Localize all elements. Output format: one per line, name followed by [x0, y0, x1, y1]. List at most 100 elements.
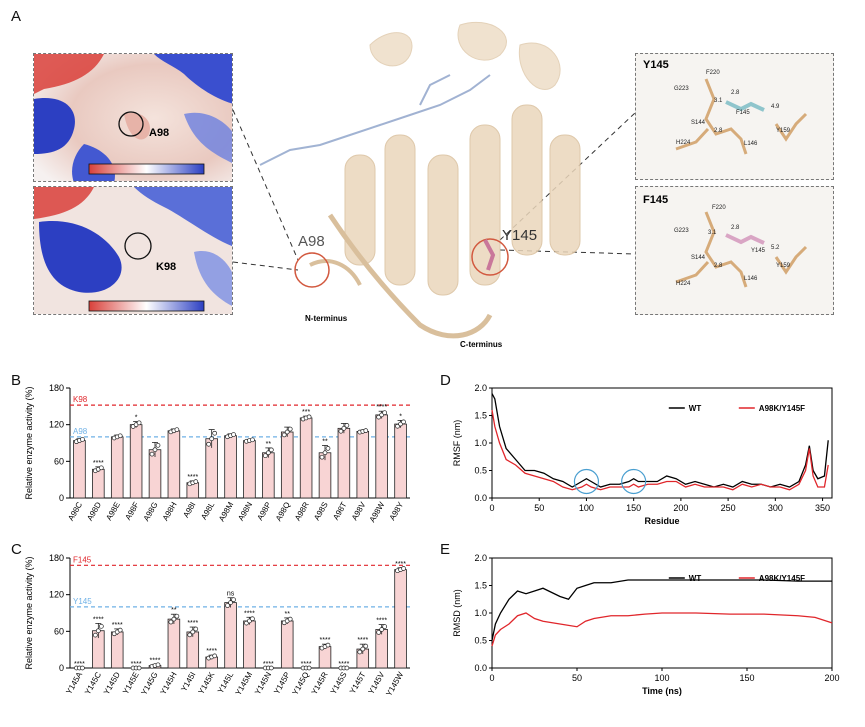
data-point [344, 665, 350, 671]
bar [299, 417, 313, 499]
data-point [401, 419, 406, 425]
significance-label: **** [150, 657, 161, 664]
x-tick-label: 100 [654, 673, 669, 683]
bar [92, 468, 105, 499]
x-tick-label: A98P [255, 501, 273, 522]
data-point [322, 450, 328, 456]
bar [129, 424, 143, 499]
panel-letter-e: E [440, 541, 451, 558]
bar [280, 431, 294, 499]
y-tick-label: 2.0 [474, 383, 487, 393]
data-point [92, 632, 98, 638]
x-tick-label: A98M [217, 500, 235, 523]
data-point [357, 649, 363, 655]
inset-f145-box: F145 F220 G223 H224 S144 Y145 L146 Y159 … [635, 186, 834, 315]
x-tick-label: Y145R [310, 670, 330, 696]
y-tick-label: 1.5 [474, 581, 487, 591]
significance-label: **** [187, 474, 198, 481]
label-c-terminus: C-terminus [460, 340, 503, 349]
surface-bottom-box: K98 [33, 186, 233, 315]
surface-top-box: A98 [33, 53, 233, 182]
dist-2: 3.1 [714, 98, 723, 104]
significance-label: **** [357, 637, 368, 644]
res-h224-b: H224 [676, 281, 691, 287]
data-point [193, 479, 199, 484]
y-tick-label: 0.5 [474, 636, 487, 646]
significance-label: **** [131, 661, 142, 668]
y-tick-label: 0.0 [474, 663, 487, 673]
data-point [212, 653, 218, 659]
dist-3: 2.8 [714, 128, 723, 134]
chart-b: 0 60 120 180 Relative enzyme activity (%) K98… [24, 383, 410, 524]
x-tick-label: A98Y [388, 500, 406, 522]
series-line-0 [491, 579, 832, 641]
y-tick-label: 120 [49, 420, 64, 430]
significance-label: **** [263, 661, 274, 668]
dist-b4: 2.8 [714, 263, 723, 269]
res-y159-b: Y159 [776, 263, 791, 269]
x-tick-label: Y145P [272, 671, 292, 696]
dist-1: 2.8 [731, 90, 740, 96]
data-point [155, 442, 161, 448]
y-tick-label: 1.0 [474, 438, 487, 448]
x-tick-label: 0 [489, 503, 494, 513]
x-tick-label: A98F [123, 500, 140, 521]
bar [110, 436, 124, 499]
electrostatic-surface-top: A98 [34, 54, 232, 181]
data-point [136, 665, 142, 671]
x-tick-label: Y145I [179, 671, 197, 694]
legend-label: WT [689, 574, 702, 583]
x-tick-label: A98W [368, 500, 387, 524]
data-point [265, 450, 271, 456]
res-l146: L146 [744, 141, 758, 147]
x-tick-label: 100 [579, 503, 594, 513]
x-tick-label: Y145V [367, 670, 387, 696]
x-tick-label: 150 [626, 503, 641, 513]
significance-label: **** [320, 637, 331, 644]
significance-label: **** [301, 661, 312, 668]
bar [375, 629, 388, 669]
panel-letter-c: C [11, 541, 22, 558]
significance-label: **** [376, 404, 387, 411]
res-l146-b: L146 [744, 276, 758, 282]
significance-label: **** [206, 648, 217, 655]
bar [375, 414, 388, 499]
panel-letter-d: D [440, 372, 451, 389]
bar [224, 602, 237, 669]
reference-label: K98 [73, 395, 88, 404]
significance-label: **** [395, 561, 406, 568]
data-point [338, 428, 344, 434]
x-tick-label: 300 [768, 503, 783, 513]
x-tick-label: Y145N [253, 670, 273, 696]
data-point [341, 425, 347, 431]
x-tick-label: A98C [66, 500, 84, 522]
y-axis-label: Relative enzyme activity (%) [24, 386, 34, 499]
reference-label: A98 [73, 427, 88, 436]
y-tick-label: 0 [59, 493, 64, 503]
data-point [174, 427, 180, 433]
significance-label: *** [302, 409, 310, 416]
x-tick-label: A98V [350, 500, 368, 522]
x-tick-label: A98E [104, 501, 122, 522]
data-point [344, 423, 350, 428]
x-tick-label: A98T [331, 500, 348, 521]
data-point [325, 446, 331, 451]
surface-top-label: A98 [149, 127, 169, 139]
res-g223-b: G223 [674, 228, 689, 234]
data-point [117, 627, 123, 633]
significance-label: **** [244, 610, 255, 617]
bar [224, 435, 237, 499]
x-tick-label: Y145M [234, 670, 255, 697]
dist-b2: 2.8 [731, 225, 740, 231]
x-tick-label: 0 [489, 673, 494, 683]
data-point [212, 430, 218, 436]
data-point [319, 454, 325, 460]
data-point [306, 414, 312, 420]
bar [394, 569, 407, 669]
inset-y145: Y145 F220 G223 H224 S144 F145 L146 Y159 … [643, 59, 808, 155]
y-axis-label: RMSD (nm) [452, 589, 462, 637]
inset-f145: F145 F220 G223 H224 S144 Y145 L146 Y159 … [643, 194, 808, 288]
data-point [190, 629, 196, 635]
significance-label: * [399, 413, 402, 420]
y-tick-label: 1.5 [474, 411, 487, 421]
